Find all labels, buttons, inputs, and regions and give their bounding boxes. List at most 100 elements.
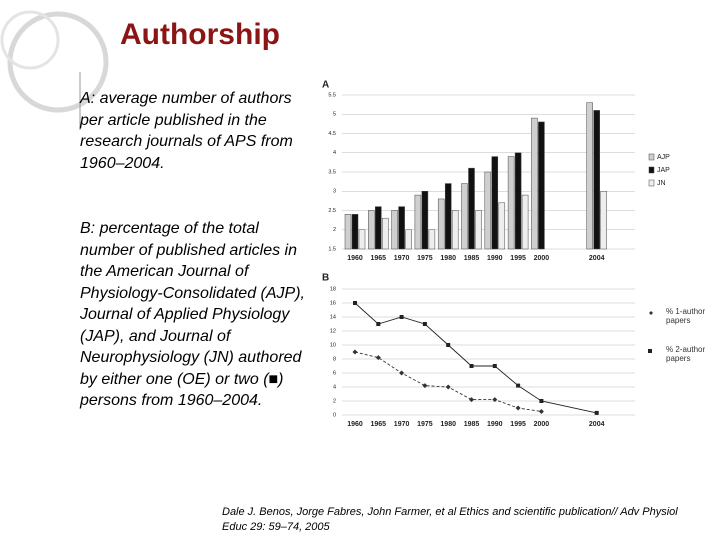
- marker: [376, 322, 381, 326]
- x-tick-label: 2004: [589, 421, 605, 428]
- marker: [375, 355, 381, 361]
- marker: [538, 409, 544, 414]
- bar: [351, 214, 359, 250]
- x-tick-label: 2000: [534, 421, 550, 428]
- x-tick-label: 1985: [464, 421, 480, 428]
- y-tick-label: 0: [333, 412, 336, 418]
- text-a: A: average number of authors per article…: [80, 90, 293, 172]
- x-tick-label: 1965: [371, 421, 387, 428]
- y-tick-label: 4: [333, 384, 336, 390]
- x-tick-label: 1995: [510, 255, 526, 262]
- legend-label: % 1-author papers: [666, 307, 706, 325]
- x-tick-label: 1990: [487, 421, 503, 428]
- marker: [515, 405, 521, 411]
- bar: [498, 202, 506, 250]
- text-b: B: percentage of the total number of pub…: [80, 220, 305, 409]
- x-tick-label: 1960: [347, 421, 363, 428]
- marker: [594, 410, 599, 415]
- y-tick-label: 5.5: [328, 92, 336, 98]
- bar: [475, 210, 482, 250]
- bar: [414, 194, 422, 250]
- y-tick-label: 10: [330, 342, 336, 348]
- y-tick-label: 2: [333, 227, 336, 233]
- bar: [382, 217, 389, 250]
- marker: [352, 349, 358, 355]
- bar: [593, 110, 600, 250]
- bar: [531, 117, 538, 250]
- marker: [446, 343, 451, 347]
- x-tick-label: 2004: [589, 255, 605, 262]
- bar: [437, 198, 445, 250]
- bar: [491, 156, 499, 250]
- y-tick-label: 3: [333, 189, 336, 195]
- marker: [469, 397, 474, 403]
- x-tick-label: 1980: [440, 421, 456, 428]
- marker: [492, 397, 498, 403]
- bar: [421, 191, 429, 250]
- bar: [391, 210, 398, 250]
- y-tick-label: 8: [333, 356, 336, 362]
- y-tick-label: 12: [330, 328, 336, 334]
- bar: [507, 156, 515, 250]
- bar: [358, 229, 366, 250]
- y-tick-label: 14: [330, 314, 336, 320]
- bar: [514, 152, 522, 250]
- marker: [422, 322, 427, 326]
- bar: [468, 167, 475, 250]
- line: [354, 302, 597, 414]
- x-tick-label: 1975: [417, 255, 433, 262]
- legend-swatch: [648, 179, 655, 187]
- bar: [484, 171, 492, 250]
- x-tick-label: 1975: [417, 421, 433, 428]
- marker: [399, 370, 405, 376]
- decor-circle: [0, 10, 60, 70]
- marker: [469, 364, 474, 368]
- x-tick-label: 1995: [510, 421, 526, 428]
- marker: [492, 364, 497, 368]
- bar: [344, 214, 352, 250]
- bar: [444, 183, 452, 250]
- legend-label: % 2-author papers: [666, 345, 706, 363]
- legend-label: JN: [657, 180, 666, 187]
- legend-label: AJP: [657, 154, 670, 161]
- legend-marker: [649, 311, 653, 315]
- bar: [538, 121, 545, 250]
- bar: [521, 194, 529, 250]
- x-tick-label: 1980: [440, 255, 456, 262]
- bar: [375, 206, 382, 250]
- y-tick-label: 18: [330, 286, 336, 292]
- x-tick-label: 1965: [371, 255, 387, 262]
- x-tick-label: 1990: [487, 255, 503, 262]
- decor-circle: [7, 11, 109, 113]
- y-tick-label: 3.5: [328, 169, 336, 175]
- y-tick-label: 2.5: [328, 208, 336, 214]
- bar: [428, 229, 436, 250]
- bar: [405, 229, 412, 250]
- bar: [586, 102, 593, 250]
- marker: [445, 384, 451, 390]
- marker: [516, 383, 521, 388]
- y-tick-label: 2: [333, 398, 336, 404]
- legend-label: JAP: [657, 167, 670, 174]
- marker: [539, 399, 544, 403]
- y-tick-label: 6: [333, 370, 336, 376]
- marker: [353, 301, 357, 305]
- marker: [422, 383, 428, 389]
- citation: Dale J. Benos, Jorge Fabres, John Farmer…: [222, 506, 678, 533]
- y-tick-label: 4.5: [328, 131, 336, 137]
- legend-marker: [648, 349, 652, 353]
- y-tick-label: 4: [333, 150, 336, 156]
- legend-swatch: [648, 153, 655, 161]
- x-tick-label: 1960: [347, 255, 363, 262]
- bar: [398, 206, 405, 250]
- marker: [399, 315, 404, 319]
- bar: [461, 183, 468, 250]
- slide-title: Authorship: [120, 18, 280, 51]
- x-tick-label: 2000: [534, 255, 550, 262]
- bar: [368, 210, 375, 250]
- y-tick-label: 16: [330, 300, 336, 306]
- bar: [451, 210, 459, 250]
- panel-label: A: [322, 80, 329, 91]
